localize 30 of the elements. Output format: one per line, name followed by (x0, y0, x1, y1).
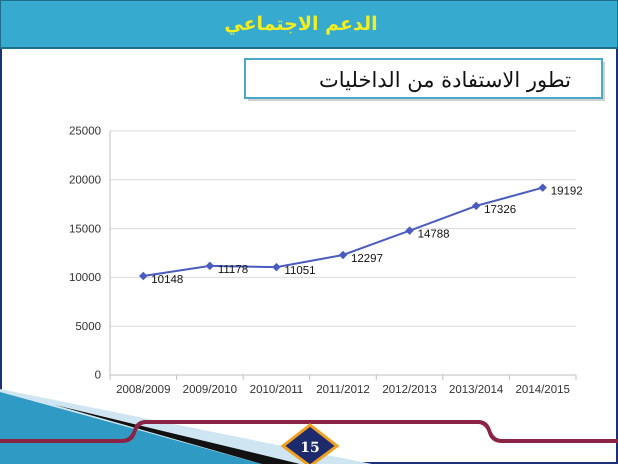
y-tick-label: 10000 (69, 272, 101, 284)
data-label: 14788 (418, 228, 450, 241)
x-tick-label: 2010/2011 (250, 384, 304, 396)
point (405, 226, 414, 235)
data-label: 19192 (550, 186, 583, 198)
y-tick-label: 15000 (69, 223, 101, 236)
y-tick-label: 0 (94, 370, 101, 382)
y-tick-label: 5000 (75, 320, 101, 333)
x-tick-label: 2012/2013 (382, 384, 437, 396)
point (139, 272, 148, 280)
data-label: 11051 (284, 265, 316, 278)
x-tick-label: 2011/2012 (316, 384, 370, 396)
x-tick-label: 2013/2014 (448, 384, 504, 396)
point (272, 262, 281, 272)
text: 15 (300, 440, 320, 456)
point (338, 250, 348, 260)
x-tick-label: 2008/2009 (116, 384, 170, 396)
point (472, 202, 480, 210)
data-label: 11178 (218, 264, 248, 276)
y-tick-label: 20000 (69, 174, 101, 186)
point (206, 262, 214, 270)
y-tick-label: 25000 (69, 126, 101, 138)
point (538, 183, 547, 192)
data-label: 17326 (484, 204, 516, 216)
chart-title: الدعم الاجتماعي (224, 13, 378, 35)
data-label: 12297 (351, 252, 383, 265)
x-tick-label: 2014/2015 (516, 384, 570, 396)
data-label: 10148 (151, 274, 184, 286)
chart-subtitle: تطور الاستفادة من الداخليات (319, 68, 572, 93)
x-tick-label: 2009/2010 (182, 384, 238, 396)
